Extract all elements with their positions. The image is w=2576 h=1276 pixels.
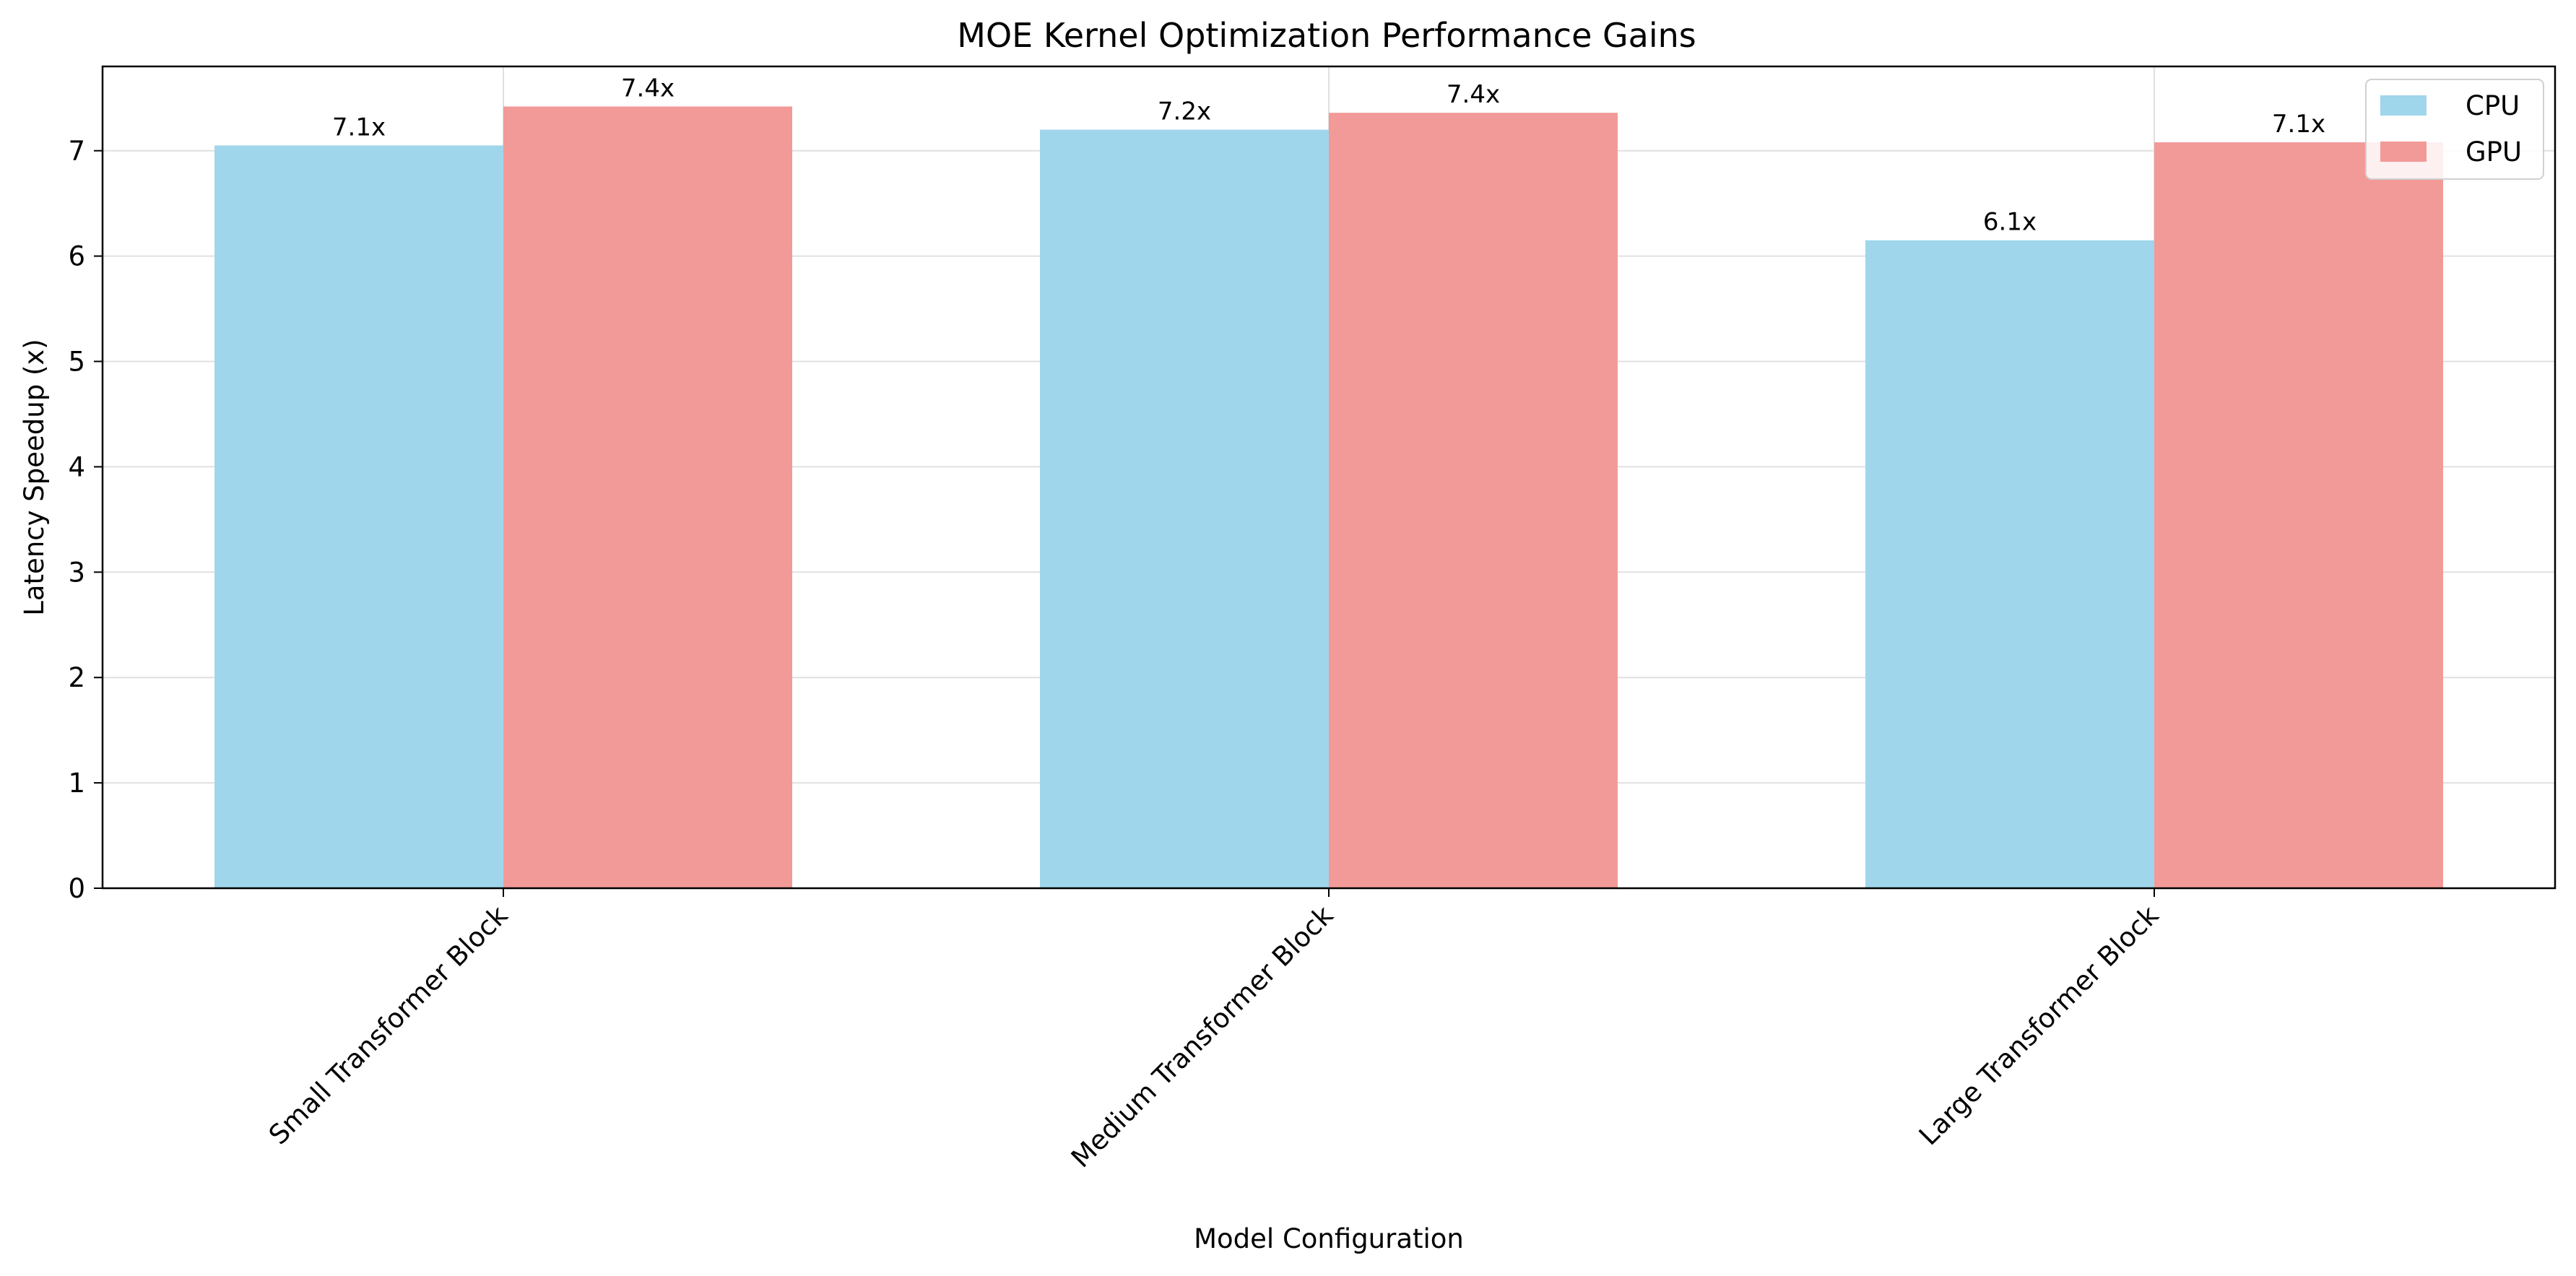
chart-title: MOE Kernel Optimization Performance Gain… xyxy=(957,16,1696,55)
bar-value-label: 7.1x xyxy=(332,113,386,142)
bar-gpu xyxy=(1329,113,1618,889)
legend-swatch-cpu xyxy=(2380,95,2427,116)
bar-gpu xyxy=(503,106,792,888)
legend-label-cpu: CPU xyxy=(2466,90,2520,121)
y-axis-label: Latency Speedup (x) xyxy=(19,339,50,615)
legend-swatch-gpu xyxy=(2380,142,2427,162)
y-tick-label: 5 xyxy=(68,347,85,378)
bar-cpu xyxy=(214,145,503,888)
y-tick-label: 1 xyxy=(68,768,85,799)
labels-layer: 7.1x 7.2x 6.1x 7.4x 7.4x 7.1x xyxy=(332,74,2325,236)
bars-layer xyxy=(214,106,2443,889)
legend-label-gpu: GPU xyxy=(2466,136,2522,168)
y-tick-label: 3 xyxy=(68,557,85,588)
bar-gpu xyxy=(2154,142,2443,889)
bar-value-label: 6.1x xyxy=(1983,208,2037,237)
bar-cpu xyxy=(1040,129,1329,889)
y-tick-label: 4 xyxy=(68,451,85,482)
y-tick-label: 0 xyxy=(68,873,85,904)
bar-cpu xyxy=(1865,240,2154,888)
bar-value-label: 7.1x xyxy=(2272,110,2325,139)
legend-items: CPU GPU xyxy=(2380,90,2522,168)
x-axis-label: Model Configuration xyxy=(1194,1223,1464,1254)
bar-value-label: 7.4x xyxy=(621,74,675,103)
y-tick-label: 7 xyxy=(68,136,85,167)
y-tick-label: 2 xyxy=(68,662,85,693)
bar-value-label: 7.2x xyxy=(1158,97,1211,126)
legend: CPU GPU xyxy=(2365,79,2544,180)
bar-value-label: 7.4x xyxy=(1447,80,1500,109)
y-tick-label: 6 xyxy=(68,241,85,272)
